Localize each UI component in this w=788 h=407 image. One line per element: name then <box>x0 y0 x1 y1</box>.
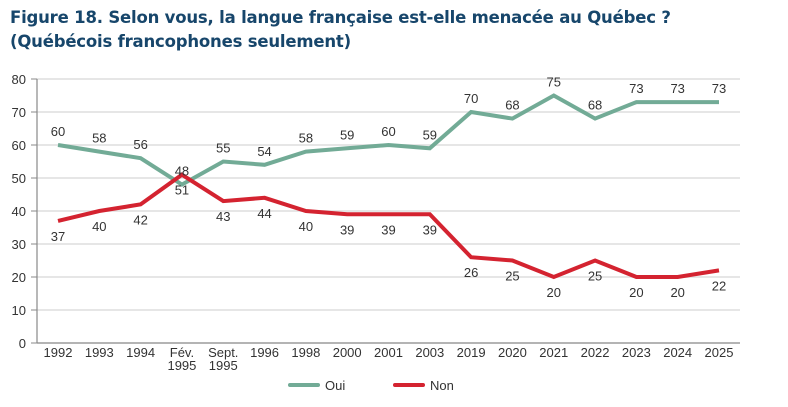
x-tick-label-line: 1996 <box>250 345 279 360</box>
x-tick-label-line: Sept. <box>208 345 238 360</box>
x-tick-label-line: 2003 <box>415 345 444 360</box>
x-tick-label-line: 1995 <box>167 358 196 373</box>
data-label-oui: 60 <box>51 124 65 139</box>
x-tick-label: 1992 <box>44 345 73 360</box>
x-tick-label: 2000 <box>333 345 362 360</box>
data-labels: 60 58 56 48 55 54 58 59 60 59 70 68 75 68 73 73 73 37 40 42… <box>51 75 726 301</box>
y-tick-label: 60 <box>12 138 26 153</box>
x-tick-label-line: 1992 <box>44 345 73 360</box>
y-tick-label: 40 <box>12 204 26 219</box>
x-tick-label-line: 2001 <box>374 345 403 360</box>
data-label-oui: 48 <box>175 164 189 179</box>
x-tick-label: 2022 <box>581 345 610 360</box>
y-tick-label: 50 <box>12 171 26 186</box>
x-tick-label-line: 1994 <box>126 345 155 360</box>
x-tick-label-line: 1993 <box>85 345 114 360</box>
data-label-oui: 60 <box>381 124 395 139</box>
chart-title-line-2: (Québécois francophones seulement) <box>10 32 351 51</box>
data-label-oui: 73 <box>670 81 684 96</box>
x-tick-label: 1998 <box>291 345 320 360</box>
x-tick-label: Fév. 1995 <box>167 345 196 373</box>
data-label-non: 51 <box>175 183 189 198</box>
x-tick-label-line: 2022 <box>581 345 610 360</box>
data-label-non: 39 <box>340 222 354 237</box>
y-axis-ticks: 0 10 20 30 40 50 60 70 80 <box>12 72 37 351</box>
data-label-oui: 58 <box>92 131 106 146</box>
data-label-non: 44 <box>257 206 271 221</box>
data-label-oui: 68 <box>505 98 519 113</box>
data-label-oui: 56 <box>133 137 147 152</box>
x-tick-label-line: 2000 <box>333 345 362 360</box>
y-tick-label: 20 <box>12 270 26 285</box>
data-label-oui: 55 <box>216 141 230 156</box>
data-label-non: 39 <box>423 222 437 237</box>
y-tick-label: 10 <box>12 303 26 318</box>
x-tick-label-line: 1995 <box>209 358 238 373</box>
x-tick-label-line: 2019 <box>457 345 486 360</box>
series-lines <box>57 93 720 280</box>
data-label-oui: 59 <box>340 127 354 142</box>
x-tick-label-line: Fév. <box>170 345 194 360</box>
legend-label-non: Non <box>430 378 454 393</box>
x-tick-label-line: 2020 <box>498 345 527 360</box>
x-tick-label-line: 1998 <box>291 345 320 360</box>
data-label-oui: 59 <box>423 127 437 142</box>
data-label-non: 25 <box>505 269 519 284</box>
y-tick-label: 0 <box>19 336 26 351</box>
x-tick-label-line: 2024 <box>663 345 692 360</box>
data-label-non: 26 <box>464 265 478 280</box>
x-tick-label: Sept. 1995 <box>208 345 238 373</box>
series-line-non <box>57 172 720 280</box>
x-tick-label: 1996 <box>250 345 279 360</box>
gridlines <box>37 78 740 311</box>
x-tick-label: 2024 <box>663 345 692 360</box>
legend-label-oui: Oui <box>325 378 345 393</box>
data-label-oui: 70 <box>464 91 478 106</box>
x-tick-label: 2019 <box>457 345 486 360</box>
data-label-oui: 58 <box>299 131 313 146</box>
x-tick-label: 1994 <box>126 345 155 360</box>
data-label-non: 40 <box>299 219 313 234</box>
y-tick-label: 30 <box>12 237 26 252</box>
data-label-non: 20 <box>547 285 561 300</box>
x-tick-label: 2021 <box>539 345 568 360</box>
x-tick-label: 1993 <box>85 345 114 360</box>
data-label-oui: 73 <box>712 81 726 96</box>
data-label-non: 20 <box>670 285 684 300</box>
x-tick-label: 2003 <box>415 345 444 360</box>
data-label-oui: 68 <box>588 98 602 113</box>
data-label-non: 20 <box>629 285 643 300</box>
series-line-oui <box>57 93 719 187</box>
y-tick-label: 70 <box>12 105 26 120</box>
data-label-oui: 73 <box>629 81 643 96</box>
data-label-non: 43 <box>216 209 230 224</box>
data-label-oui: 75 <box>547 75 561 90</box>
data-label-non: 22 <box>712 278 726 293</box>
data-label-oui: 54 <box>257 144 271 159</box>
y-tick-label: 80 <box>12 72 26 87</box>
x-tick-label: 2023 <box>622 345 651 360</box>
data-label-non: 39 <box>381 222 395 237</box>
x-tick-label-line: 2021 <box>539 345 568 360</box>
data-label-non: 42 <box>133 212 147 227</box>
chart-title: Figure 18. Selon vous, la langue françai… <box>10 6 671 54</box>
data-label-non: 25 <box>588 269 602 284</box>
data-label-non: 40 <box>92 219 106 234</box>
data-label-non: 37 <box>51 229 65 244</box>
x-tick-label-line: 2025 <box>705 345 734 360</box>
chart-title-line-1: Figure 18. Selon vous, la langue françai… <box>10 8 671 27</box>
x-tick-label: 2020 <box>498 345 527 360</box>
x-tick-label-line: 2023 <box>622 345 651 360</box>
x-tick-label: 2001 <box>374 345 403 360</box>
x-tick-label: 2025 <box>705 345 734 360</box>
legend: Oui Non <box>288 378 454 393</box>
